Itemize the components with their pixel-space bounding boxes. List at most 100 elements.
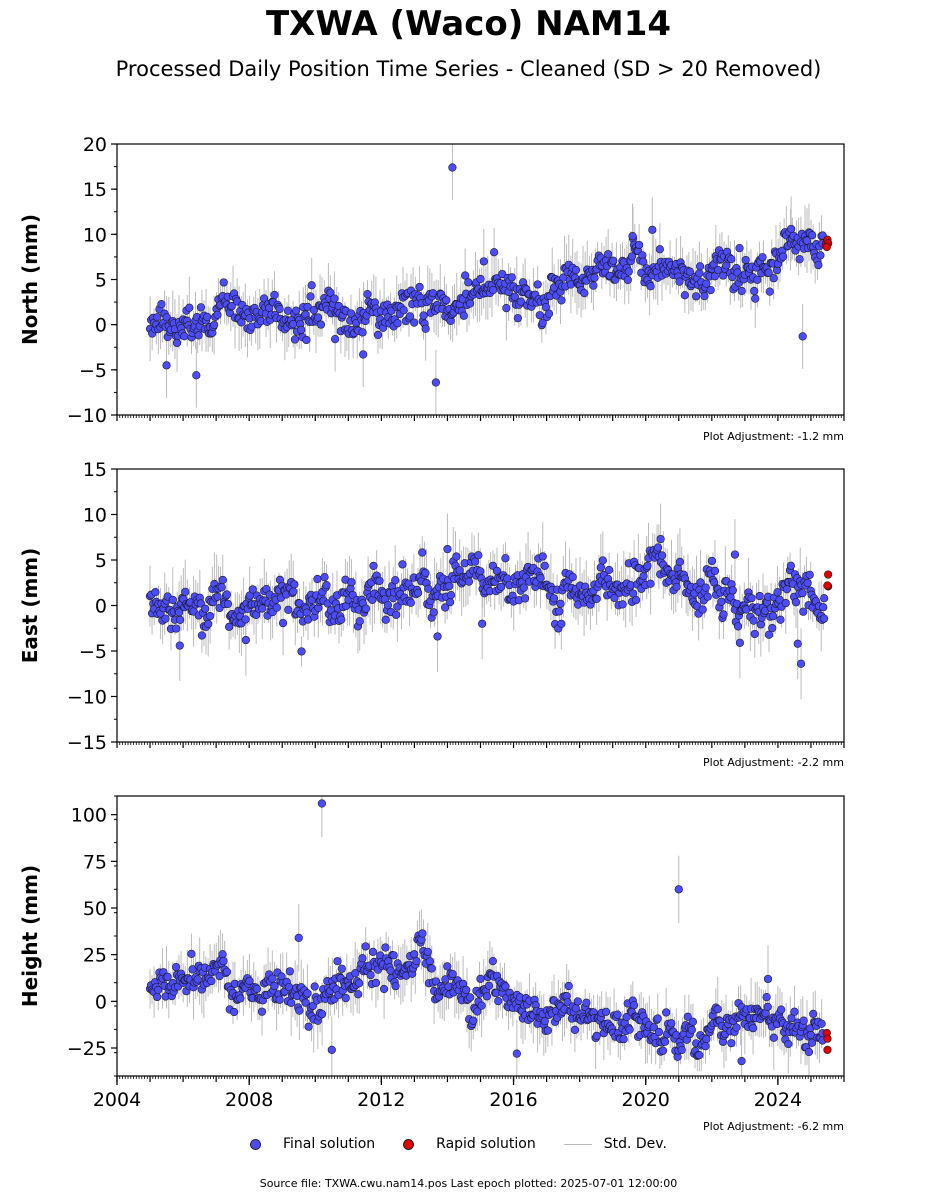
final-point xyxy=(278,618,288,628)
final-point xyxy=(749,616,758,625)
final-point xyxy=(347,578,356,587)
y-tick-label: 100 xyxy=(71,805,107,827)
final-point xyxy=(204,619,213,629)
rapid-series xyxy=(821,235,833,252)
final-point xyxy=(489,285,498,295)
final-point xyxy=(798,332,807,341)
final-point xyxy=(768,623,777,633)
final-point xyxy=(284,605,293,614)
final-point xyxy=(306,292,315,301)
final-point xyxy=(361,604,371,613)
final-point xyxy=(248,585,257,594)
final-point xyxy=(415,282,424,292)
final-point xyxy=(285,967,294,976)
y-tick-label: −10 xyxy=(67,405,107,427)
final-point xyxy=(229,1007,239,1017)
final-point xyxy=(758,253,767,262)
final-point xyxy=(727,255,736,264)
final-point xyxy=(154,985,163,995)
final-point xyxy=(187,949,196,958)
final-point xyxy=(399,306,408,315)
final-point xyxy=(819,614,829,623)
final-point xyxy=(622,1012,631,1022)
final-point xyxy=(654,1027,664,1037)
legend-final-label: Final solution xyxy=(283,1136,376,1152)
final-series xyxy=(145,163,827,387)
final-point xyxy=(462,985,471,995)
final-point xyxy=(302,335,311,345)
final-point xyxy=(303,989,312,998)
final-point xyxy=(803,578,812,588)
final-point xyxy=(688,1017,698,1026)
final-point xyxy=(675,557,685,566)
final-point xyxy=(313,574,322,584)
final-point xyxy=(675,277,684,286)
final-point xyxy=(619,1035,628,1044)
final-point xyxy=(484,981,494,990)
final-point xyxy=(520,594,530,603)
final-point xyxy=(294,933,303,942)
final-point xyxy=(733,622,743,631)
final-point xyxy=(358,954,367,963)
final-point xyxy=(383,601,393,610)
final-point xyxy=(168,595,177,605)
final-point xyxy=(618,600,627,609)
final-point xyxy=(241,635,250,645)
final-point xyxy=(764,630,774,639)
final-point xyxy=(556,599,565,608)
final-point xyxy=(782,585,792,594)
final-point xyxy=(701,583,710,592)
final-point xyxy=(787,224,796,234)
final-point xyxy=(375,576,384,585)
final-point xyxy=(478,619,487,628)
final-point xyxy=(414,588,423,597)
final-point xyxy=(363,290,372,299)
final-point xyxy=(735,638,745,647)
final-point xyxy=(185,303,194,312)
x-tick-label: 2004 xyxy=(93,1089,141,1111)
final-point xyxy=(203,312,212,321)
final-point xyxy=(418,929,427,938)
final-point xyxy=(769,612,778,621)
final-point xyxy=(270,981,279,991)
final-point xyxy=(431,977,440,986)
final-point xyxy=(764,268,773,277)
final-point xyxy=(781,598,790,608)
final-point xyxy=(225,622,234,631)
final-point xyxy=(482,992,492,1001)
final-point xyxy=(431,378,440,387)
final-point xyxy=(820,594,829,603)
final-point xyxy=(701,1042,710,1051)
final-point xyxy=(392,610,401,619)
final-point xyxy=(741,255,750,265)
final-point xyxy=(710,566,720,575)
final-point xyxy=(272,603,281,612)
final-point xyxy=(355,979,364,988)
final-point xyxy=(625,1025,634,1034)
final-point xyxy=(381,943,390,952)
final-point xyxy=(320,573,329,582)
final-point xyxy=(751,294,760,303)
final-point xyxy=(533,280,542,289)
x-tick-label: 2024 xyxy=(754,1089,802,1111)
std-line-icon xyxy=(563,1143,592,1145)
final-point xyxy=(538,318,547,327)
final-point xyxy=(680,291,689,300)
final-point xyxy=(502,303,511,313)
final-point xyxy=(452,552,461,561)
final-point xyxy=(471,557,480,566)
y-tick-label: 5 xyxy=(95,550,107,572)
final-point xyxy=(172,338,182,348)
legend-std-label: Std. Dev. xyxy=(603,1136,667,1152)
final-point xyxy=(219,956,228,966)
final-point xyxy=(455,566,464,575)
final-point xyxy=(601,1007,611,1016)
final-point xyxy=(301,998,310,1007)
final-point xyxy=(582,998,591,1007)
final-point xyxy=(423,947,432,956)
final-point xyxy=(541,303,550,312)
final-point xyxy=(447,591,456,600)
y-tick-label: 75 xyxy=(83,851,107,873)
final-point xyxy=(557,619,566,628)
final-point xyxy=(549,594,559,603)
